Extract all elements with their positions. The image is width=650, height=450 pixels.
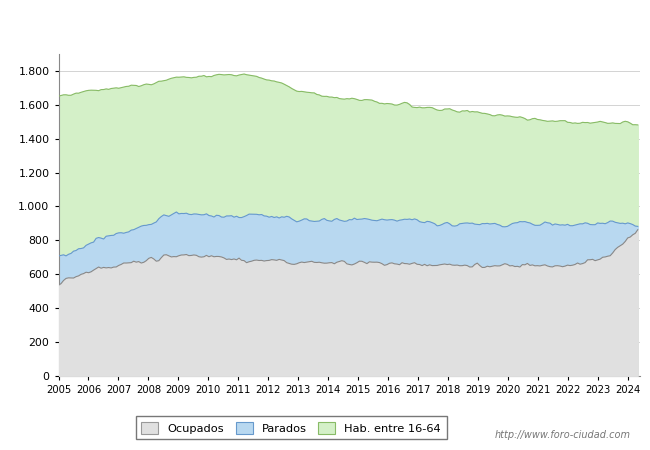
Legend: Ocupados, Parados, Hab. entre 16-64: Ocupados, Parados, Hab. entre 16-64: [136, 416, 447, 439]
Text: Villarrubia de Santiago - Evolucion de la poblacion en edad de Trabajar Mayo de : Villarrubia de Santiago - Evolucion de l…: [63, 18, 587, 31]
Text: http://www.foro-ciudad.com: http://www.foro-ciudad.com: [495, 430, 630, 440]
